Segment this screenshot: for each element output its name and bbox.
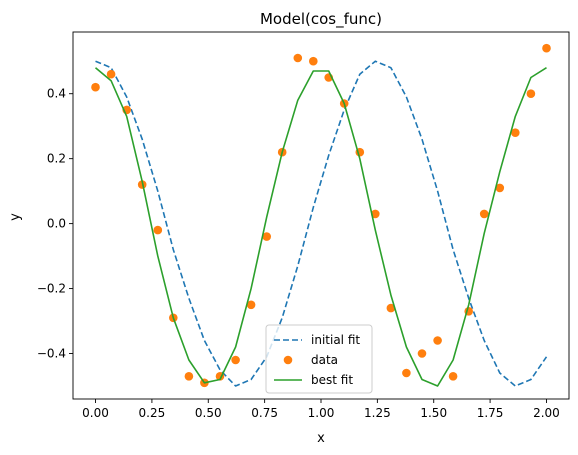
data-point-11 <box>262 232 272 241</box>
series-line-best-fit <box>94 67 547 387</box>
data-point-13 <box>293 53 303 63</box>
plot-area: 0.00 0.25 0.50 0.75 1.00 1.25 1.50 1.75 2.00 −0.4… <box>37 31 570 420</box>
x-tick-label: 0.50 <box>195 406 222 420</box>
x-tick-label: 2.00 <box>533 406 560 420</box>
series-line-initial-fit <box>95 60 548 387</box>
data-point-1 <box>106 69 116 79</box>
y-tick-label: 0.2 <box>47 152 66 166</box>
x-tick-label: 0.75 <box>251 406 278 420</box>
data-point-23 <box>448 372 458 381</box>
y-tick-label: 0.0 <box>47 217 66 231</box>
data-point-28 <box>526 89 536 98</box>
x-tick-label: 1.25 <box>364 406 391 420</box>
x-tick-label: 0.00 <box>82 406 109 420</box>
x-axis-label: x <box>317 431 325 446</box>
data-point-21 <box>417 349 427 358</box>
y-tick-label: −0.2 <box>37 282 66 296</box>
legend: initial fit data best fit <box>265 324 373 394</box>
data-point-29 <box>542 43 551 53</box>
legend-label-initial-fit: initial fit <box>311 333 360 347</box>
x-tick-label: 1.50 <box>420 406 447 420</box>
data-point-22 <box>433 336 442 345</box>
data-point-18 <box>371 209 380 219</box>
y-tick-label: 0.4 <box>47 87 66 101</box>
data-point-14 <box>309 56 318 66</box>
legend-swatch-data <box>283 355 293 365</box>
data-point-6 <box>184 372 194 381</box>
x-tick-label: 0.25 <box>139 406 166 420</box>
chart-title: Model(cos_func) <box>260 10 382 29</box>
data-point-10 <box>246 300 256 310</box>
data-point-25 <box>479 209 489 219</box>
y-axis-label: y <box>8 213 23 221</box>
data-point-20 <box>402 368 411 378</box>
data-point-19 <box>386 303 396 313</box>
x-tick-label: 1.75 <box>477 406 504 420</box>
data-point-26 <box>495 183 505 193</box>
x-tick-label: 1.00 <box>308 406 335 420</box>
legend-label-data: data <box>311 353 338 367</box>
data-point-27 <box>511 128 520 137</box>
legend-box <box>265 324 373 394</box>
y-tick-label: −0.4 <box>37 347 66 361</box>
data-point-9 <box>231 355 240 365</box>
data-point-0 <box>91 82 100 92</box>
data-point-4 <box>153 225 163 235</box>
legend-label-best-fit: best fit <box>311 373 353 387</box>
